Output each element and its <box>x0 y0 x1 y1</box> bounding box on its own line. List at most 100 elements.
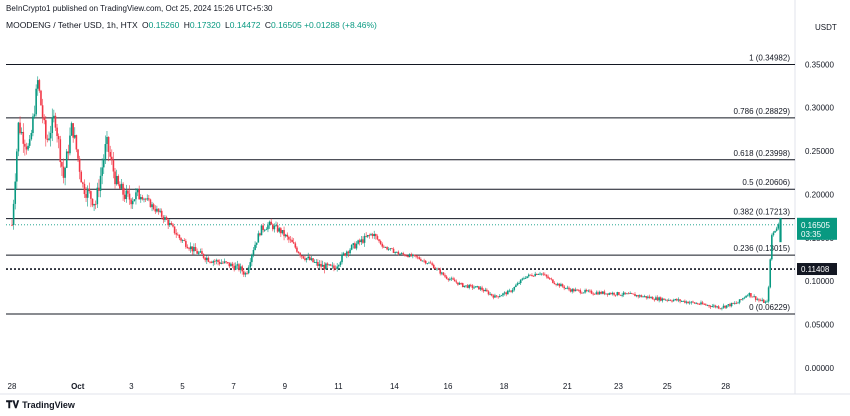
candle-body <box>680 301 683 302</box>
candle-body <box>156 208 158 212</box>
candle-body <box>355 243 358 249</box>
candle-body <box>416 256 419 258</box>
candle-body <box>732 302 734 304</box>
fib-label: 0.786 (0.28829) <box>734 107 791 116</box>
candle-body <box>389 248 392 250</box>
candle-body <box>474 286 477 288</box>
x-tick-label: 3 <box>129 382 134 391</box>
candle-body <box>412 254 414 257</box>
candle-body <box>28 139 31 146</box>
candle-body <box>20 131 23 134</box>
candle-body <box>72 123 74 138</box>
candle-body <box>93 204 95 206</box>
candle-body <box>709 306 712 308</box>
candle-body <box>695 303 697 305</box>
candle-body <box>302 256 305 259</box>
candle-body <box>761 299 763 301</box>
candle-body <box>705 304 707 306</box>
candle-body <box>771 235 773 260</box>
candle-body <box>117 175 120 185</box>
candle-body <box>453 279 456 282</box>
candle-body <box>659 297 662 301</box>
candle-body <box>43 117 45 121</box>
x-tick-label: Oct <box>71 382 85 391</box>
y-tick-label: 0.00000 <box>805 364 834 373</box>
candle-body <box>115 175 118 185</box>
candle-body <box>40 90 42 106</box>
support-price-tag <box>797 263 837 276</box>
candle-body <box>318 263 321 266</box>
candle-body <box>101 167 103 176</box>
candle-body <box>400 253 403 254</box>
candle-body <box>553 282 556 285</box>
candle-body <box>247 267 250 274</box>
candle-body <box>605 293 607 295</box>
candle-body <box>458 283 461 285</box>
candle-body <box>725 305 728 308</box>
candle-body <box>495 295 498 297</box>
candle-body <box>191 246 194 252</box>
candle-body <box>102 158 105 168</box>
candle-body <box>590 290 593 294</box>
candle-body <box>719 308 722 310</box>
candle-body <box>386 247 388 250</box>
candle-body <box>112 160 115 172</box>
candle-body <box>90 191 92 199</box>
candle-body <box>94 204 97 205</box>
candle-body <box>45 120 47 139</box>
candle-body <box>684 300 686 303</box>
candle-body <box>461 283 464 288</box>
candle-body <box>189 246 192 250</box>
candle-body <box>123 194 126 200</box>
candle-body <box>268 221 271 226</box>
candle-body <box>252 249 255 255</box>
candle-body <box>309 256 311 261</box>
candle-body <box>157 208 160 212</box>
candle-body <box>251 254 253 263</box>
candle-body <box>193 246 195 252</box>
y-tick-label: 0.20000 <box>805 190 834 199</box>
candle-body <box>106 136 108 145</box>
candle-body <box>194 246 197 252</box>
candle-body <box>688 302 691 304</box>
candle-body <box>622 292 625 295</box>
candle-body <box>643 296 646 297</box>
candle-body <box>228 262 231 267</box>
y-tick-label: 0.35000 <box>805 60 834 69</box>
candle-body <box>550 278 553 280</box>
candle-body <box>212 261 215 263</box>
candle-body <box>307 256 310 259</box>
candle-body <box>27 145 29 150</box>
y-tick-label: 0.25000 <box>805 147 834 156</box>
candle-body <box>648 296 651 299</box>
candle-body <box>41 105 44 118</box>
candle-body <box>204 257 206 261</box>
candle-body <box>489 293 491 295</box>
candle-body <box>188 248 190 250</box>
candle-body <box>743 297 746 299</box>
y-tick-label: 0.30000 <box>805 104 834 113</box>
candle-body <box>534 273 536 277</box>
candle-body <box>600 291 602 294</box>
candle-body <box>278 228 281 232</box>
candle-body <box>305 258 308 260</box>
candle-body <box>17 122 20 152</box>
candle-body <box>532 275 535 277</box>
candle-body <box>671 300 673 302</box>
candle-body <box>36 80 39 89</box>
candle-body <box>383 246 385 248</box>
candle-body <box>16 151 18 182</box>
candle-body <box>162 216 165 220</box>
candle-body <box>255 242 258 245</box>
candle-body <box>249 262 252 268</box>
candle-body <box>304 258 306 260</box>
high-label: H <box>183 20 190 30</box>
candle-body <box>91 198 94 206</box>
candle-body <box>606 293 609 295</box>
candle-body <box>173 226 176 234</box>
candle-body <box>46 138 49 140</box>
candle-body <box>635 295 638 297</box>
candle-body <box>540 273 543 275</box>
candle-body <box>717 306 720 309</box>
